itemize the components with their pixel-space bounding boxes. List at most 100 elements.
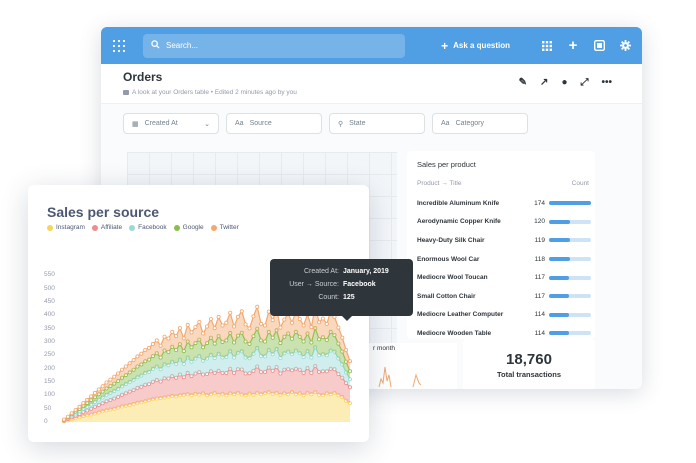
data-point[interactable] bbox=[212, 355, 217, 360]
data-point[interactable] bbox=[239, 309, 244, 314]
data-point[interactable] bbox=[112, 374, 117, 379]
data-point[interactable] bbox=[255, 304, 260, 309]
data-point[interactable] bbox=[289, 352, 294, 357]
data-point[interactable] bbox=[123, 403, 128, 408]
data-point[interactable] bbox=[193, 371, 198, 376]
data-point[interactable] bbox=[127, 402, 132, 407]
table-row[interactable]: Mediocre Wool Toucan 117 bbox=[417, 268, 595, 287]
data-point[interactable] bbox=[293, 366, 298, 371]
data-point[interactable] bbox=[123, 391, 128, 396]
data-point[interactable] bbox=[293, 392, 298, 397]
grid-icon[interactable] bbox=[540, 39, 554, 53]
data-point[interactable] bbox=[81, 414, 86, 419]
data-point[interactable] bbox=[143, 359, 148, 364]
data-point[interactable] bbox=[235, 333, 240, 338]
data-point[interactable] bbox=[174, 347, 179, 352]
data-point[interactable] bbox=[347, 401, 352, 406]
data-point[interactable] bbox=[328, 392, 333, 397]
data-point[interactable] bbox=[282, 367, 287, 372]
data-point[interactable] bbox=[150, 379, 155, 384]
data-point[interactable] bbox=[297, 351, 302, 356]
data-point[interactable] bbox=[123, 382, 128, 387]
table-row[interactable]: Small Cotton Chair 117 bbox=[417, 287, 595, 306]
data-point[interactable] bbox=[116, 405, 121, 410]
data-point[interactable] bbox=[332, 333, 337, 338]
data-point[interactable] bbox=[127, 361, 132, 366]
data-point[interactable] bbox=[220, 355, 225, 360]
data-point[interactable] bbox=[147, 382, 152, 387]
data-point[interactable] bbox=[328, 329, 333, 334]
data-point[interactable] bbox=[139, 351, 144, 356]
data-point[interactable] bbox=[232, 355, 237, 360]
data-point[interactable] bbox=[216, 368, 221, 373]
data-point[interactable] bbox=[154, 364, 159, 369]
filter-state[interactable]: ⚲ State bbox=[329, 113, 425, 134]
data-point[interactable] bbox=[104, 408, 109, 413]
data-point[interactable] bbox=[228, 349, 233, 354]
data-point[interactable] bbox=[320, 369, 325, 374]
data-point[interactable] bbox=[193, 325, 198, 330]
data-point[interactable] bbox=[313, 363, 318, 368]
data-point[interactable] bbox=[235, 367, 240, 372]
table-row[interactable]: Heavy-Duty Silk Chair 119 bbox=[417, 231, 595, 250]
data-point[interactable] bbox=[297, 317, 302, 322]
data-point[interactable] bbox=[189, 330, 194, 335]
data-point[interactable] bbox=[286, 349, 291, 354]
data-point[interactable] bbox=[344, 398, 349, 403]
data-point[interactable] bbox=[255, 390, 260, 395]
data-point[interactable] bbox=[150, 366, 155, 371]
fullscreen-icon[interactable]: ⤢ bbox=[580, 77, 589, 88]
data-point[interactable] bbox=[320, 352, 325, 357]
data-point[interactable] bbox=[324, 321, 329, 326]
data-point[interactable] bbox=[301, 339, 306, 344]
data-point[interactable] bbox=[266, 365, 271, 370]
data-point[interactable] bbox=[274, 365, 279, 370]
data-point[interactable] bbox=[297, 334, 302, 339]
data-point[interactable] bbox=[89, 394, 94, 399]
data-point[interactable] bbox=[270, 391, 275, 396]
data-point[interactable] bbox=[100, 384, 105, 389]
data-point[interactable] bbox=[262, 391, 267, 396]
data-point[interactable] bbox=[270, 318, 275, 323]
data-point[interactable] bbox=[320, 393, 325, 398]
data-point[interactable] bbox=[135, 354, 140, 359]
data-point[interactable] bbox=[143, 370, 148, 375]
settings-icon[interactable] bbox=[618, 39, 632, 53]
data-point[interactable] bbox=[135, 385, 140, 390]
data-point[interactable] bbox=[158, 355, 163, 360]
data-point[interactable] bbox=[204, 371, 209, 376]
data-point[interactable] bbox=[185, 392, 190, 397]
data-point[interactable] bbox=[332, 367, 337, 372]
data-point[interactable] bbox=[262, 369, 267, 374]
data-point[interactable] bbox=[286, 367, 291, 372]
data-point[interactable] bbox=[340, 362, 345, 367]
data-point[interactable] bbox=[301, 323, 306, 328]
data-point[interactable] bbox=[85, 413, 90, 418]
data-point[interactable] bbox=[162, 334, 167, 339]
data-point[interactable] bbox=[259, 369, 264, 374]
data-point[interactable] bbox=[293, 348, 298, 353]
data-point[interactable] bbox=[301, 393, 306, 398]
data-point[interactable] bbox=[112, 389, 117, 394]
data-point[interactable] bbox=[116, 371, 121, 376]
data-point[interactable] bbox=[135, 375, 140, 380]
data-point[interactable] bbox=[216, 334, 221, 339]
table-row[interactable]: Incredible Aluminum Knife 174 bbox=[417, 194, 595, 213]
data-point[interactable] bbox=[181, 336, 186, 341]
data-point[interactable] bbox=[232, 392, 237, 397]
data-point[interactable] bbox=[201, 331, 206, 336]
data-point[interactable] bbox=[100, 409, 105, 414]
data-point[interactable] bbox=[181, 375, 186, 380]
data-point[interactable] bbox=[201, 345, 206, 350]
data-point[interactable] bbox=[278, 371, 283, 376]
data-point[interactable] bbox=[131, 377, 136, 382]
data-point[interactable] bbox=[216, 314, 221, 319]
data-point[interactable] bbox=[239, 330, 244, 335]
data-point[interactable] bbox=[147, 357, 152, 362]
data-point[interactable] bbox=[100, 389, 105, 394]
more-icon[interactable]: ••• bbox=[601, 77, 612, 88]
data-point[interactable] bbox=[336, 393, 341, 398]
table-row[interactable]: Mediocre Leather Computer 114 bbox=[417, 306, 595, 325]
data-point[interactable] bbox=[266, 390, 271, 395]
edit-icon[interactable]: ✎ bbox=[518, 77, 528, 88]
